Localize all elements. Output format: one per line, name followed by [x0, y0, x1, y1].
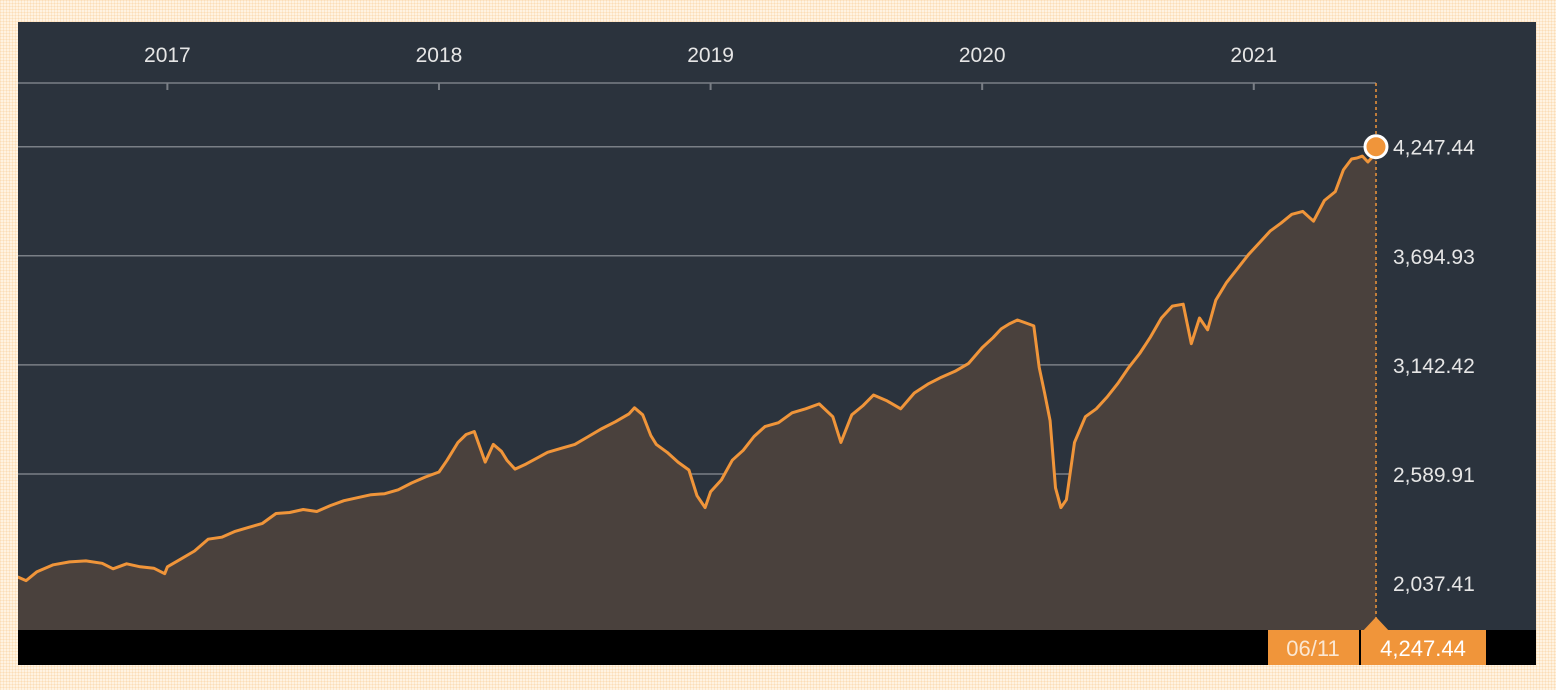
x-tick-label: 2021 — [1230, 44, 1277, 67]
area-fill — [18, 146, 1376, 630]
readout-date: 06/11 — [1286, 636, 1339, 661]
x-tick-label: 2018 — [416, 44, 463, 67]
last-point-marker[interactable] — [1363, 134, 1389, 160]
x-tick-label: 2019 — [687, 44, 734, 67]
y-tick-label: 2,589.91 — [1393, 464, 1475, 487]
x-axis: 2017 2018 2019 2020 2021 — [144, 44, 1277, 90]
y-tick-label: 4,247.44 — [1393, 137, 1475, 160]
readout-value-box — [1361, 630, 1486, 665]
chart-container: 2017 2018 2019 2020 2021 4,247.44 3,694.93 3,1… — [18, 22, 1536, 665]
y-tick-label: 3,142.42 — [1393, 355, 1475, 378]
price-chart: 2017 2018 2019 2020 2021 4,247.44 3,694.93 3,1… — [18, 22, 1536, 665]
x-tick-label: 2020 — [959, 44, 1006, 67]
readout-value: 4,247.44 — [1380, 636, 1466, 661]
y-axis-labels: 4,247.44 3,694.93 3,142.42 2,589.91 2,037.41 — [1393, 137, 1475, 596]
y-tick-label: 3,694.93 — [1393, 246, 1475, 269]
readout-date-box — [1268, 630, 1359, 665]
readout-pointer — [1361, 617, 1391, 633]
y-tick-label: 2,037.41 — [1393, 573, 1475, 596]
x-tick-label: 2017 — [144, 44, 191, 67]
price-line — [18, 145, 1378, 583]
